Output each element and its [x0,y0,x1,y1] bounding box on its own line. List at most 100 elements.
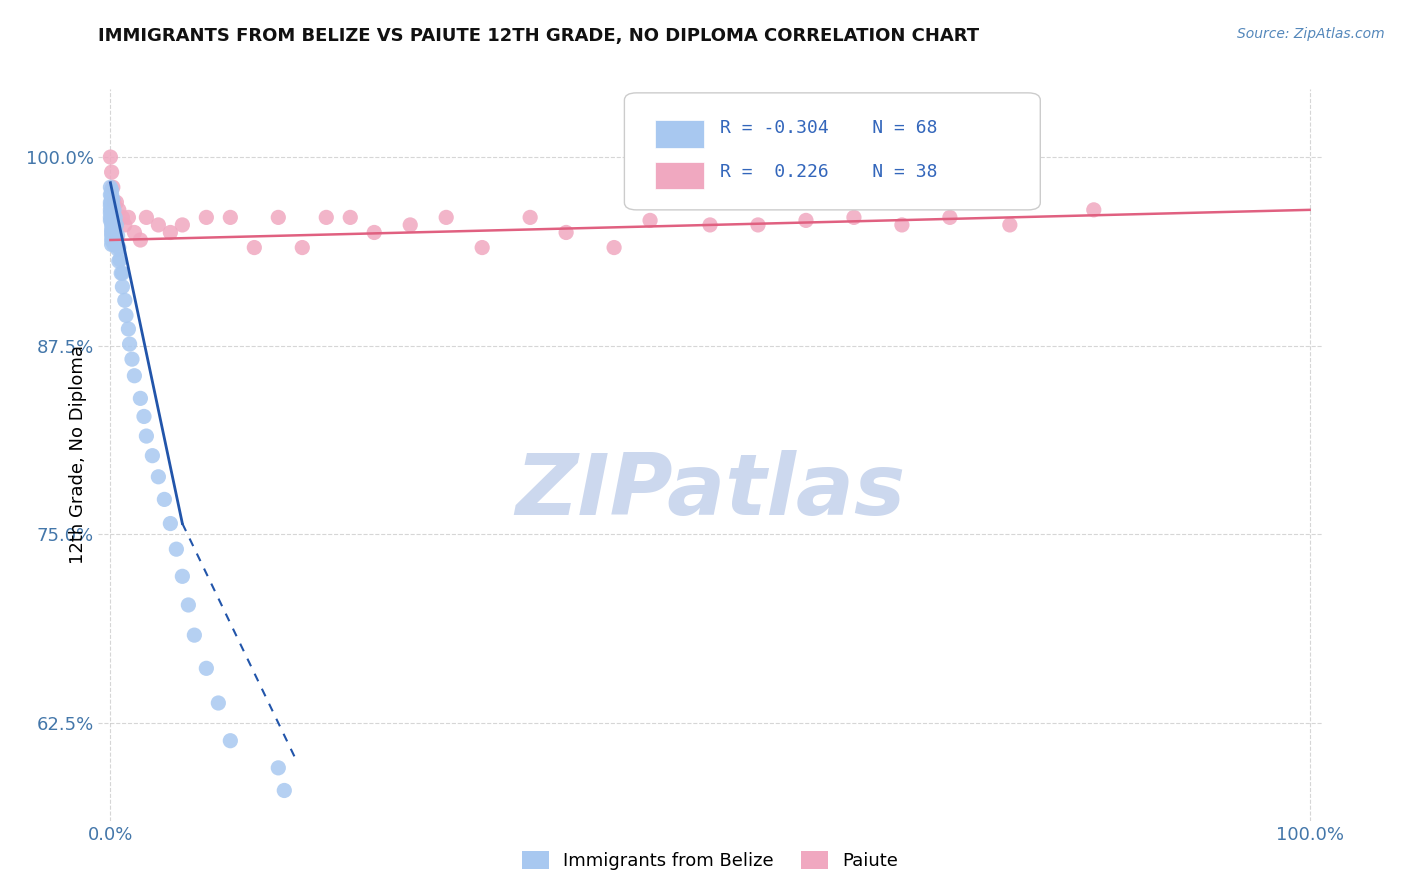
Point [117,322,139,336]
Point [890,218,912,232]
Point [110,266,132,280]
Point [267,211,290,225]
Point [100,202,122,217]
Point [107,228,129,243]
Point [100,228,122,243]
Point [111,279,134,293]
FancyBboxPatch shape [624,93,1040,210]
Point [104,222,127,236]
Point [172,218,194,232]
Point [243,241,266,255]
Point [100,213,122,227]
Point [104,235,127,249]
Point [363,226,385,240]
Point [121,352,143,367]
Point [219,211,242,225]
Point [267,761,290,775]
Point [471,241,494,255]
Point [100,202,122,217]
Point [842,211,865,225]
Point [103,213,125,227]
Point [747,218,769,232]
Point [108,241,131,255]
Point [183,628,205,642]
Point [114,293,136,308]
Point [1083,202,1105,217]
Y-axis label: 12th Grade, No Diploma: 12th Grade, No Diploma [69,345,87,565]
Point [195,211,218,225]
Point [399,218,422,232]
Point [105,218,128,232]
Text: R =  0.226    N = 38: R = 0.226 N = 38 [720,163,938,181]
Point [291,241,314,255]
Point [100,180,122,194]
Point [100,211,122,225]
Point [207,696,229,710]
Point [100,195,122,210]
Point [103,202,125,217]
Point [135,211,157,225]
Point [107,242,129,256]
Point [100,183,122,197]
Point [135,429,157,443]
Point [101,213,124,227]
Point [100,218,122,232]
Point [159,226,181,240]
Point [100,237,122,252]
Point [108,202,131,217]
Point [105,195,128,210]
Point [100,195,122,210]
Point [603,241,626,255]
Point [148,470,170,484]
Point [100,206,122,220]
Point [114,218,136,232]
Point [100,150,122,164]
Point [103,237,125,252]
Point [100,198,122,212]
Point [219,733,242,747]
Point [101,206,124,220]
Point [177,598,200,612]
FancyBboxPatch shape [655,120,704,148]
Point [148,218,170,232]
Point [315,211,337,225]
Point [111,211,134,225]
Point [132,409,155,424]
Point [699,218,721,232]
Point [104,211,127,225]
Point [118,337,141,351]
Point [434,211,457,225]
Point [108,254,131,268]
FancyBboxPatch shape [655,162,704,189]
Point [998,218,1021,232]
Point [100,187,122,202]
Point [100,226,122,240]
Point [195,661,218,675]
Point [159,516,181,531]
Point [172,569,194,583]
Legend: Immigrants from Belize, Paiute: Immigrants from Belize, Paiute [515,844,905,878]
Point [101,198,124,212]
Point [129,233,152,247]
Point [100,198,122,212]
Point [101,222,124,236]
Point [100,222,122,236]
Point [273,783,295,797]
Point [794,213,817,227]
Point [100,165,122,179]
Point [103,195,125,210]
Text: IMMIGRANTS FROM BELIZE VS PAIUTE 12TH GRADE, NO DIPLOMA CORRELATION CHART: IMMIGRANTS FROM BELIZE VS PAIUTE 12TH GR… [98,27,980,45]
Point [103,226,125,240]
Point [100,213,122,227]
Point [108,252,131,267]
Point [638,213,661,227]
Point [100,192,122,206]
Text: R = -0.304    N = 68: R = -0.304 N = 68 [720,119,938,137]
Point [129,392,152,406]
Point [165,542,187,557]
Point [141,449,163,463]
Point [339,211,361,225]
Point [100,187,122,202]
Point [153,492,176,507]
Point [101,180,124,194]
